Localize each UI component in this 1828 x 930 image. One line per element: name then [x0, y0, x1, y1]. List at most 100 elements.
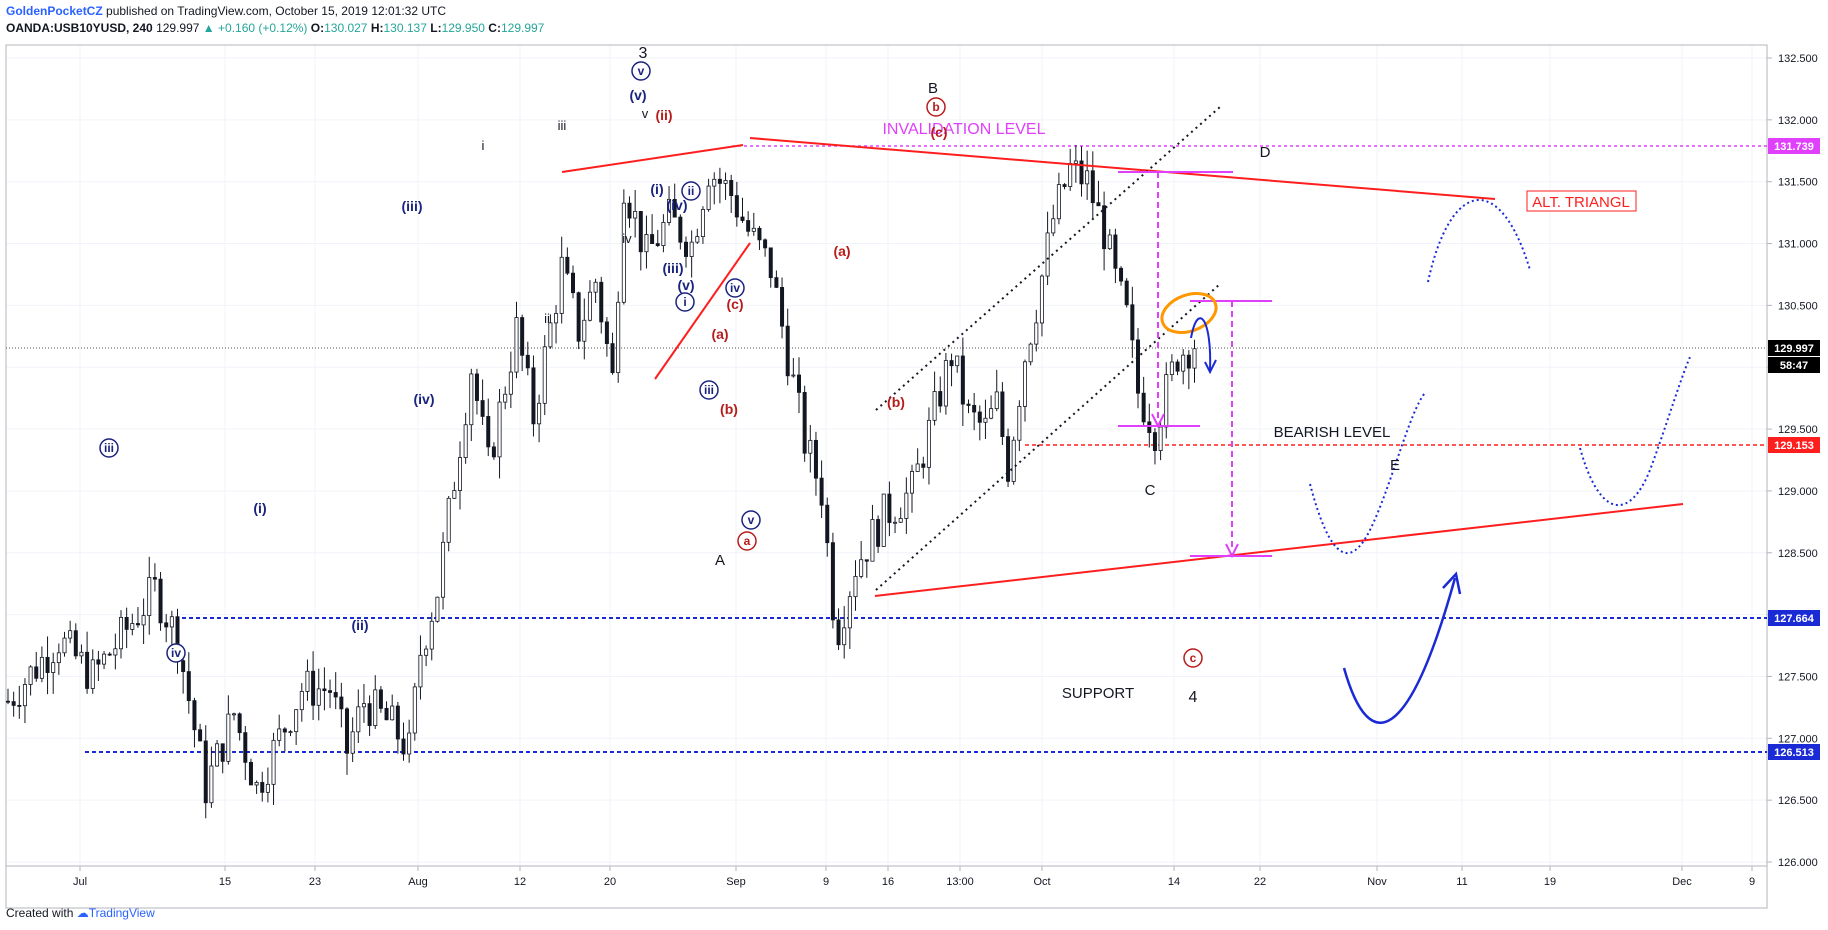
countdown-badge-text: 58:47	[1780, 360, 1808, 372]
candle-body	[192, 700, 197, 731]
candle-body	[926, 419, 931, 468]
candle-body	[356, 706, 361, 733]
orange-highlight-ellipse[interactable]	[1157, 287, 1222, 340]
candle-body	[34, 666, 39, 679]
candle-body	[1124, 280, 1129, 306]
candle-body	[797, 374, 802, 393]
candle-body	[282, 728, 287, 733]
candle-body	[1039, 275, 1044, 324]
candle-body	[904, 492, 909, 519]
trendline-impulse-lower[interactable]	[654, 242, 751, 380]
candle-body	[497, 401, 502, 458]
candle-body	[774, 277, 779, 288]
candle-body	[339, 696, 344, 710]
candle-body	[972, 405, 977, 413]
wave-label-red-circled: a	[744, 534, 751, 548]
publisher-name[interactable]: GoldenPocketCZ	[6, 4, 103, 18]
candle-body	[1068, 162, 1073, 187]
last-price: 129.997	[156, 21, 200, 35]
wave-label-black: ii	[544, 311, 550, 326]
candle-body	[226, 713, 231, 762]
invalidation-badge	[1768, 138, 1820, 154]
candle-body	[542, 346, 547, 404]
candle-body	[655, 243, 660, 246]
candle-body	[311, 670, 316, 706]
open-value: 130.027	[324, 21, 368, 35]
symbol-legend: OANDA:USB10YUSD, 240 129.997 ▲ +0.160 (+…	[6, 21, 544, 35]
wave-label-black: E	[1390, 457, 1400, 474]
wave-label-black: i	[482, 138, 485, 153]
tradingview-logo-icon: ☁	[76, 906, 89, 920]
bearish-label: BEARISH LEVEL	[1274, 424, 1391, 441]
candle-body	[113, 648, 118, 656]
wave-label-blue-circled: ii	[688, 184, 695, 198]
candle-body	[938, 391, 943, 407]
wave-label-black: iii	[558, 118, 567, 133]
candle-body	[333, 692, 338, 698]
y-tick-label: 126.500	[1778, 795, 1818, 807]
candle-body	[706, 185, 711, 210]
candle-body	[678, 216, 683, 243]
candle-body	[520, 317, 525, 356]
wave-label-blue-circled: iii	[104, 441, 114, 455]
candle-body	[11, 701, 16, 706]
candle-body	[548, 322, 553, 348]
candle-body	[469, 373, 474, 426]
candle-body	[684, 241, 689, 257]
candle-body	[887, 493, 892, 523]
support-lower-badge-text: 126.513	[1774, 747, 1814, 759]
candle-body	[1181, 354, 1186, 372]
candle-body	[446, 497, 451, 543]
publish-info: GoldenPocketCZ published on TradingView.…	[6, 4, 446, 18]
candle-body	[407, 732, 412, 755]
candle-body	[847, 596, 852, 629]
candle-body	[1062, 184, 1067, 187]
x-tick-label: 9	[1749, 876, 1755, 888]
footer: Created with ☁TradingView	[6, 906, 155, 920]
candle-body	[700, 209, 705, 237]
invalidation-badge-text: 131.739	[1774, 141, 1814, 153]
candle-body	[1175, 361, 1180, 372]
candle-body	[254, 782, 259, 786]
candle-body	[96, 659, 101, 665]
candle-body	[164, 622, 169, 628]
candle-body	[22, 684, 27, 707]
candle-body	[209, 765, 214, 804]
low-label: L:	[430, 21, 442, 35]
candle-body	[1130, 304, 1135, 341]
candle-body	[463, 424, 468, 458]
candle-body	[186, 671, 191, 702]
triangle-upper-line[interactable]	[749, 137, 1496, 200]
time-axis[interactable]: Jul 15 23 Aug 12 20 Sep 9 16 13:00 Oct 14 22 Nov 11 19 D…	[73, 866, 1755, 888]
candle-body	[474, 373, 479, 401]
y-tick-label: 128.500	[1778, 548, 1818, 560]
candle-body	[503, 393, 508, 403]
support-label: SUPPORT	[1062, 685, 1134, 702]
triangle-lower-line[interactable]	[874, 503, 1684, 597]
trendline-impulse-upper[interactable]	[561, 144, 744, 173]
tradingview-link[interactable]: TradingView	[88, 906, 155, 920]
candle-body	[593, 281, 598, 293]
y-tick-label: 132.000	[1778, 115, 1818, 127]
wave-label-red: (a)	[833, 243, 850, 259]
wave-label-black: A	[715, 552, 725, 569]
candle-body	[198, 729, 203, 742]
x-tick-label: 11	[1456, 876, 1467, 888]
candle-body	[299, 691, 304, 711]
candle-body	[79, 651, 84, 657]
candle-body	[412, 686, 417, 734]
candle-body	[650, 234, 655, 244]
candle-body	[169, 616, 174, 628]
candle-body	[915, 463, 920, 472]
wave-label-red: (b)	[887, 394, 905, 410]
x-tick-label: 13:00	[946, 876, 974, 888]
channel-upper-line[interactable]	[875, 106, 1221, 411]
candle-body	[124, 616, 129, 630]
candles-group	[6, 145, 1197, 819]
wave-label-blue: (i)	[253, 500, 266, 516]
wave-label-blue: (v)	[677, 277, 694, 293]
candle-body	[1023, 361, 1028, 407]
blue-arrow-head-short	[1204, 359, 1217, 375]
symbol-name[interactable]: OANDA:USB10YUSD, 240	[6, 21, 153, 35]
